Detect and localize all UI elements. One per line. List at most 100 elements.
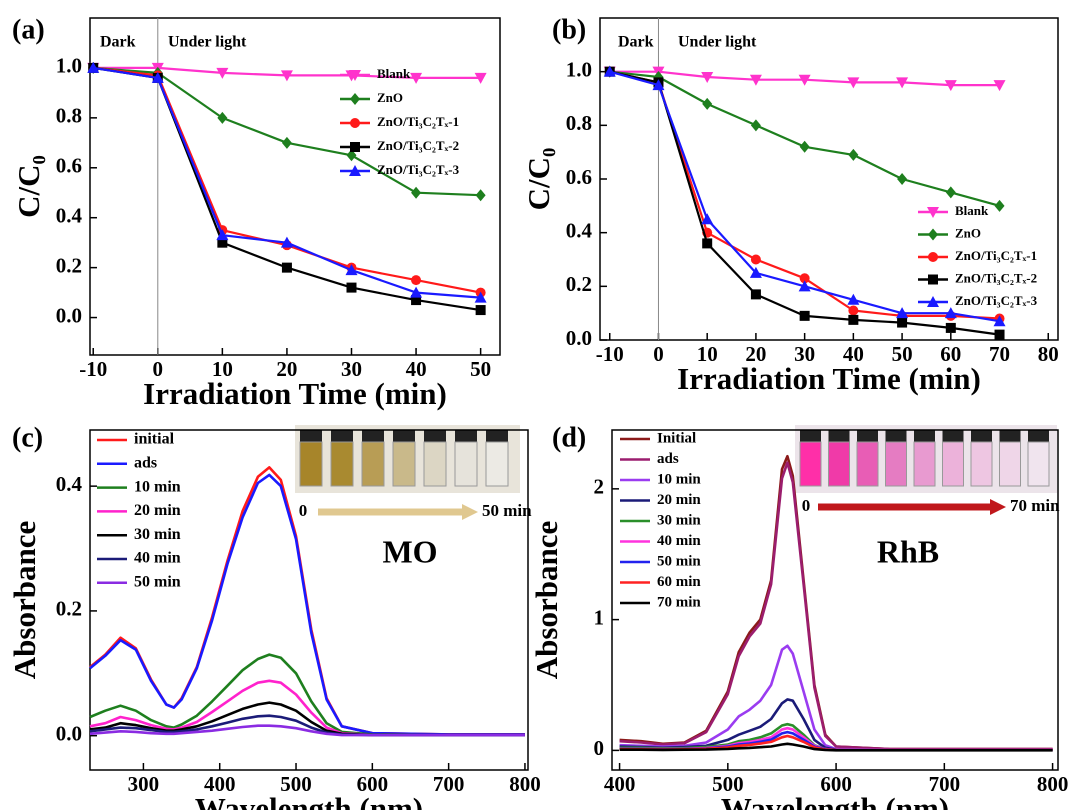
y-axis-title: Absorbance — [529, 521, 564, 679]
x-tick-label: 50 — [470, 357, 491, 381]
vial-cap — [800, 430, 821, 442]
y-tick-label: 1.0 — [566, 57, 592, 81]
vial-cap — [424, 430, 446, 442]
vial — [485, 441, 509, 487]
vial — [942, 441, 964, 487]
legend-marker — [927, 207, 939, 218]
marker — [848, 314, 859, 325]
y-tick-label: 0.8 — [56, 104, 82, 128]
annotation: Under light — [168, 34, 247, 51]
marker — [945, 322, 956, 333]
panel: 400 500 600 700 800 0 1 2 (d) Wavelength (nm) Abso… — [529, 422, 1068, 810]
legend-label: Blank — [377, 66, 411, 81]
x-tick-label: 400 — [204, 772, 236, 796]
marker — [799, 273, 810, 284]
x-tick-label: -10 — [596, 342, 624, 366]
vial-cap — [331, 430, 353, 442]
marker — [216, 67, 229, 79]
marker — [896, 307, 909, 319]
marker — [993, 80, 1006, 92]
legend-label: 10 min — [134, 478, 181, 495]
x-tick-label: 800 — [509, 772, 541, 796]
legend-label: ZnO — [955, 225, 981, 240]
y-tick-label: 0.4 — [566, 218, 593, 242]
marker — [216, 229, 229, 241]
legend-label: ads — [657, 451, 679, 467]
legend-label: ZnO/Ti₃C₂Tₓ-1 — [955, 248, 1037, 263]
legend-label: ZnO/Ti₃C₂Tₓ-3 — [955, 293, 1038, 308]
plot-frame — [89, 17, 501, 356]
x-tick-label: 400 — [604, 772, 636, 796]
arrow-head — [462, 504, 478, 520]
series-line — [89, 473, 525, 736]
legend-label: 70 min — [657, 594, 701, 610]
y-axis-title: Absorbance — [7, 521, 42, 679]
legend-label: 20 min — [657, 492, 701, 508]
y-tick-label: 0.4 — [56, 472, 83, 496]
marker — [281, 136, 292, 149]
x-tick-label: 0 — [153, 357, 164, 381]
marker — [701, 72, 714, 84]
x-tick-label: 10 — [697, 342, 718, 366]
vial — [1027, 441, 1050, 487]
marker — [750, 254, 761, 265]
legend-label: 30 min — [134, 526, 181, 543]
marker — [945, 186, 956, 199]
annotation: 0 — [802, 496, 811, 515]
legend-label: 60 min — [657, 574, 701, 590]
series-line — [619, 742, 1053, 752]
vial-cap — [828, 430, 850, 442]
marker — [994, 329, 1005, 340]
marker — [151, 71, 164, 83]
vial-cap — [942, 430, 964, 442]
legend-label: 10 min — [657, 471, 701, 487]
panel-label: (d) — [552, 422, 586, 453]
panel: -10 0 10 20 30 40 50 0.0 0.2 0.4 0.6 0.8 1.0 (a) Irrad… — [11, 14, 501, 411]
vial — [299, 441, 323, 487]
y-tick-label: 0.6 — [56, 154, 82, 178]
marker — [346, 149, 357, 162]
y-tick-label: 0 — [594, 736, 605, 760]
legend-marker — [350, 93, 360, 105]
vial — [392, 441, 416, 487]
marker — [346, 282, 357, 293]
x-axis-title: Wavelength (nm) — [721, 791, 949, 810]
panel-label: (a) — [12, 14, 45, 45]
x-tick-label: 500 — [280, 772, 312, 796]
marker — [475, 305, 486, 316]
marker — [411, 186, 422, 199]
legend-label: 40 min — [657, 533, 701, 549]
legend-label: 40 min — [134, 550, 181, 567]
annotation: RhB — [877, 533, 939, 569]
marker — [410, 72, 423, 84]
y-tick-label: 0.6 — [566, 165, 592, 189]
marker — [848, 305, 859, 316]
vial-cap — [885, 430, 907, 442]
marker — [750, 119, 761, 132]
vial — [885, 441, 907, 487]
annotation: Dark — [100, 34, 136, 51]
y-tick-label: 0.0 — [56, 722, 82, 746]
vial-cap — [486, 430, 508, 442]
marker — [281, 262, 292, 273]
series-line — [619, 461, 1053, 751]
marker — [345, 264, 358, 276]
legend-label: initial — [134, 431, 175, 448]
legend-label: ZnO — [377, 90, 403, 105]
vial — [423, 441, 447, 487]
y-tick-label: 0.2 — [566, 272, 592, 296]
y-tick-label: 0.8 — [566, 111, 592, 135]
x-tick-label: 300 — [128, 772, 160, 796]
legend-marker — [350, 118, 360, 128]
vial — [330, 441, 354, 487]
x-tick-label: -10 — [79, 357, 107, 381]
marker — [798, 280, 811, 292]
marker — [994, 199, 1005, 212]
legend-label: ads — [134, 454, 157, 471]
series-line — [93, 66, 481, 294]
marker — [993, 315, 1006, 327]
marker — [87, 61, 100, 73]
x-tick-label: 20 — [276, 357, 297, 381]
plot-frame — [89, 429, 529, 771]
legend-label: 30 min — [657, 512, 701, 528]
